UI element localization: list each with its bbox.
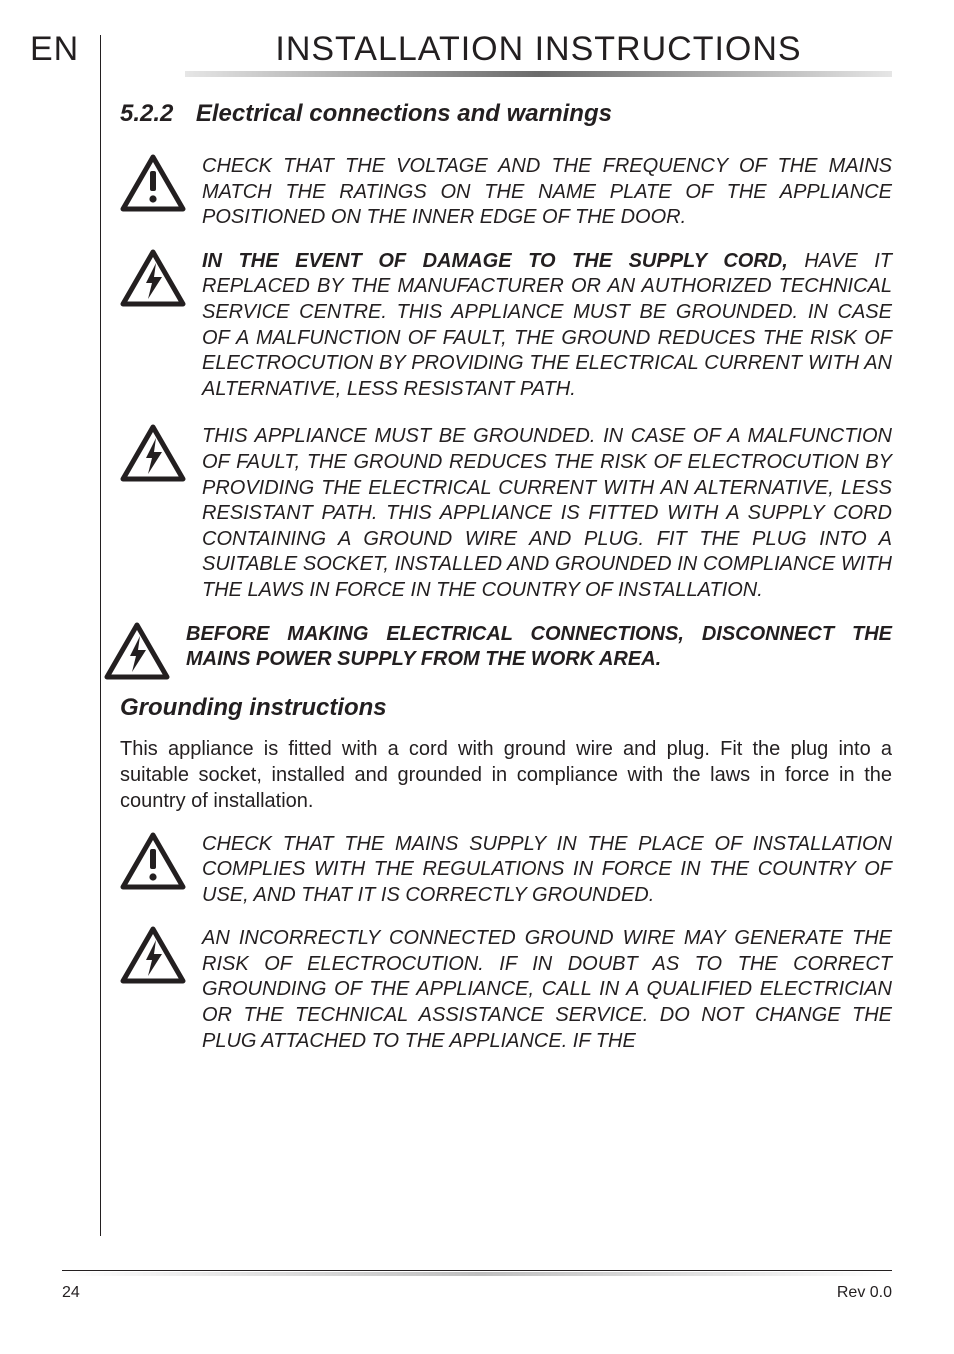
footer-rule (62, 1270, 892, 1271)
page: EN INSTALLATION INSTRUCTIONS 5.2.2 Elect… (0, 0, 954, 1354)
grounding-warning-1-text: CHECK THAT THE MAINS SUPPLY IN THE PLACE… (202, 832, 892, 909)
page-number: 24 (62, 1284, 80, 1302)
footer: 24 Rev 0.0 (62, 1270, 892, 1302)
language-code: EN (30, 30, 79, 69)
header-title-wrap: INSTALLATION INSTRUCTIONS (185, 30, 892, 77)
content-area: 5.2.2 Electrical connections and warning… (120, 100, 892, 1234)
grounding-warning-1: CHECK THAT THE MAINS SUPPLY IN THE PLACE… (120, 832, 892, 909)
warning-text-1: CHECK THAT THE VOLTAGE AND THE FREQUENCY… (202, 154, 892, 231)
grounding-intro: This appliance is fitted with a cord wit… (120, 736, 892, 814)
section-number: 5.2.2 (120, 100, 173, 127)
shock-icon (120, 249, 186, 307)
warning-block-3: THIS APPLIANCE MUST BE GROUNDED. IN CASE… (120, 424, 892, 603)
footer-row: 24 Rev 0.0 (62, 1284, 892, 1302)
section-heading: 5.2.2 Electrical connections and warning… (120, 100, 892, 128)
warning-text-2: IN THE EVENT OF DAMAGE TO THE SUPPLY COR… (202, 249, 892, 403)
header-underline (185, 71, 892, 77)
warning-2-bold-lead: IN THE EVENT OF DAMAGE TO THE SUPPLY COR… (202, 250, 788, 272)
bold-warning-block: BEFORE MAKING ELECTRICAL CONNECTIONS, DI… (104, 622, 892, 680)
section-title: Electrical connections and warnings (196, 100, 612, 127)
warning-text-3: THIS APPLIANCE MUST BE GROUNDED. IN CASE… (202, 424, 892, 603)
shock-icon (104, 622, 170, 680)
footer-shadow (62, 1272, 892, 1276)
bold-warning-text: BEFORE MAKING ELECTRICAL CONNECTIONS, DI… (186, 622, 892, 673)
warning-2-rest: HAVE IT REPLACED BY THE MANUFACTURER OR … (202, 250, 892, 400)
warning-block-2: IN THE EVENT OF DAMAGE TO THE SUPPLY COR… (120, 249, 892, 403)
bold-warning-strong: BEFORE MAKING ELECTRICAL CONNECTIONS, DI… (186, 623, 892, 671)
warning-block-1: CHECK THAT THE VOLTAGE AND THE FREQUENCY… (120, 154, 892, 231)
warning-icon (120, 154, 186, 212)
warning-icon (120, 832, 186, 890)
grounding-warning-2: AN INCORRECTLY CONNECTED GROUND WIRE MAY… (120, 926, 892, 1054)
grounding-title: Grounding instructions (120, 694, 892, 722)
header-row: EN INSTALLATION INSTRUCTIONS (30, 30, 892, 90)
vertical-rule (100, 35, 101, 1236)
header-title: INSTALLATION INSTRUCTIONS (275, 30, 801, 69)
shock-icon (120, 926, 186, 984)
grounding-warning-2-text: AN INCORRECTLY CONNECTED GROUND WIRE MAY… (202, 926, 892, 1054)
shock-icon (120, 424, 186, 482)
revision: Rev 0.0 (837, 1284, 892, 1302)
